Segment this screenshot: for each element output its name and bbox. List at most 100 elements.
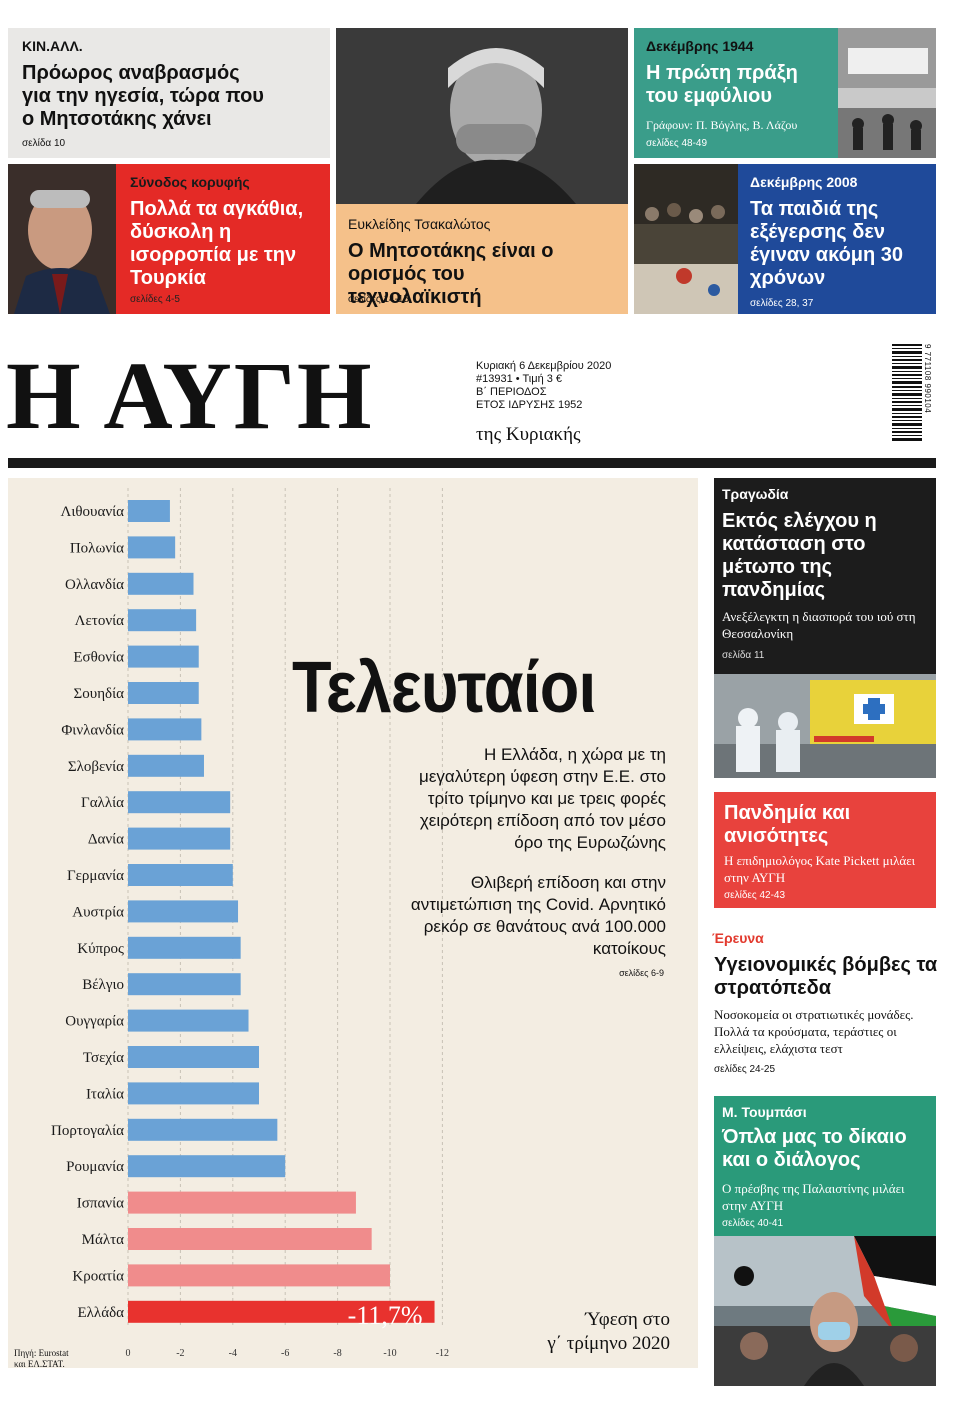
chart-bar <box>128 1300 435 1323</box>
masthead-subtitle: της Κυριακής <box>476 424 581 445</box>
chart-bar <box>128 936 241 959</box>
teaser-kinal[interactable]: ΚΙΝ.ΑΛΛ. Πρόωρος αναβρασμός για την ηγεσ… <box>8 28 330 158</box>
barcode: 9 771108 990104 <box>890 342 936 448</box>
chart-bar <box>128 1046 259 1068</box>
chart-bar <box>128 1082 259 1105</box>
teaser-summit-kicker: Σύνοδος κορυφής <box>130 174 250 190</box>
chart-tick-label: -10 <box>383 1348 396 1359</box>
chart-category-label: Πορτογαλία <box>51 1123 124 1139</box>
teaser-tsakalotos-headline: Ο Μητσοτάκης είναι ο ορισμός του τεχνολα… <box>348 240 554 308</box>
masthead-founded: ΕΤΟΣ ΙΔΡΥΣΗΣ 1952 <box>476 399 583 411</box>
chart-bar <box>128 1118 278 1141</box>
chart-category-label: Ιταλία <box>86 1086 124 1102</box>
lead-deck2: Θλιβερή επίδοση και στην αντιμετώπιση τη… <box>410 873 666 958</box>
teaser-dec2008-kicker: Δεκέμβρης 2008 <box>750 174 858 190</box>
chart-bar <box>128 1264 390 1287</box>
teaser-toumpasi[interactable]: Μ. Τουμπάσι Όπλα μας το δίκαιο και ο διά… <box>714 1096 936 1236</box>
lead-pages: σελίδες 6-9 <box>619 968 664 978</box>
teaser-tragedy[interactable]: Τραγωδία Εκτός ελέγχου η κατάσταση στο μ… <box>714 478 936 674</box>
chart-bar <box>128 791 231 814</box>
chart-bar <box>128 536 176 559</box>
chart-category-label: Μάλτα <box>82 1232 124 1248</box>
chart-bar <box>128 864 233 886</box>
masthead-title: Η ΑΥΓΗ <box>6 342 374 449</box>
chart-bar <box>128 682 199 704</box>
chart-source-line2: και ΕΛ.ΣΤΑΤ. <box>14 1359 65 1369</box>
teaser-tragedy-sub: Ανεξέλεγκτη η διασπορά του ιού στη Θεσσα… <box>722 609 916 641</box>
teaser-tsakalotos-pages: σελίδες 14-15 <box>348 294 410 305</box>
chart-category-label: Γερμανία <box>67 868 124 884</box>
teaser-tsakalotos-kicker: Ευκλείδης Τσακαλώτος <box>348 216 491 232</box>
recession-caption: Ύφεση στο γ΄ τρίμηνο 2020 <box>520 1308 670 1356</box>
chart-bar <box>128 609 197 632</box>
teaser-pandemic[interactable]: Πανδημία και ανισότητες Η επιδημιολόγος … <box>714 792 936 908</box>
teaser-kinal-pages: σελίδα 10 <box>22 138 66 149</box>
chart-bar <box>128 900 239 923</box>
chart-category-label: Αυστρία <box>72 904 124 920</box>
chart-bar <box>128 827 231 850</box>
chart-bar <box>128 718 202 741</box>
lead-panel <box>8 478 698 1368</box>
chart-bar <box>128 1191 356 1214</box>
teaser-dec2008-pages: σελίδες 28, 37 <box>750 298 814 309</box>
teaser-summit-headline: Πολλά τα αγκάθια, δύσκολη η ισορροπία με… <box>130 198 304 289</box>
chart-tick-label: -8 <box>333 1348 341 1359</box>
teaser-pandemic-sub: Η επιδημιολόγος Kate Pickett μιλάει στην… <box>724 853 916 885</box>
teaser-dec2008[interactable]: Δεκέμβρης 2008 Τα παιδιά της εξέγερσης δ… <box>634 164 936 314</box>
teaser-research[interactable]: Έρευνα Υγειονομικές βόμβες τα στρατόπεδα… <box>708 926 940 1082</box>
chart-category-label: Σουηδία <box>74 686 125 702</box>
teaser-kinal-headline: Πρόωρος αναβρασμός για την ηγεσία, τώρα … <box>22 62 264 130</box>
dec2008-photo <box>634 164 738 314</box>
teaser-tsakalotos[interactable]: Ευκλείδης Τσακαλώτος Ο Μητσοτάκης είναι … <box>336 28 628 314</box>
chart-bar <box>128 973 241 996</box>
chart-category-label: Ρουμανία <box>66 1159 124 1175</box>
teaser-tragedy-kicker: Τραγωδία <box>722 486 789 502</box>
chart-category-label: Ελλάδα <box>78 1305 125 1321</box>
teaser-toumpasi-pages: σελίδες 40-41 <box>722 1218 784 1229</box>
chart-category-label: Κροατία <box>72 1268 124 1284</box>
chart-category-label: Λετονία <box>75 613 125 629</box>
chart-category-label: Βέλγιο <box>82 977 124 993</box>
protest-photo <box>714 1236 936 1386</box>
erdogan-photo <box>8 164 116 314</box>
masthead-info: Κυριακή 6 Δεκεμβρίου 2020 #13931 • Τιμή … <box>476 360 611 412</box>
chart-tick-label: -6 <box>281 1348 289 1359</box>
teaser-research-headline: Υγειονομικές βόμβες τα στρατόπεδα <box>714 954 938 999</box>
chart-category-label: Δανία <box>88 832 124 848</box>
teaser-dec1944-pages: σελίδες 48-49 <box>646 138 708 149</box>
chart-source-line1: Πηγή: Eurostat <box>14 1348 69 1358</box>
chart-category-label: Κύπρος <box>77 941 124 957</box>
recession-caption-line2: γ΄ τρίμηνο 2020 <box>547 1333 670 1354</box>
masthead-period: Β΄ ΠΕΡΙΟΔΟΣ <box>476 386 547 398</box>
teaser-research-sub: Νοσοκομεία οι στρατιωτικές μονάδες. Πολλ… <box>714 1007 914 1056</box>
chart-category-label: Πολωνία <box>70 540 124 556</box>
chart-category-label: Τσεχία <box>83 1050 124 1066</box>
chart-tick-label: -4 <box>229 1348 237 1359</box>
chart-bar <box>128 1155 286 1178</box>
recession-caption-line1: Ύφεση στο <box>585 1309 670 1330</box>
chart-bar <box>128 1228 372 1250</box>
chart-bar <box>128 645 199 668</box>
teaser-dec1944[interactable]: Δεκέμβρης 1944 Η πρώτη πράξη του εμφύλιο… <box>634 28 936 158</box>
chart-bar <box>128 1009 249 1032</box>
chart-tick-label: 0 <box>126 1348 131 1359</box>
teaser-toumpasi-headline: Όπλα μας το δίκαιο και ο διάλογος <box>722 1126 907 1171</box>
chart-tick-label: -12 <box>436 1348 449 1359</box>
chart-source: Πηγή: Eurostat και ΕΛ.ΣΤΑΤ. <box>14 1348 69 1370</box>
teaser-dec1944-headline: Η πρώτη πράξη του εμφύλιου <box>646 62 798 107</box>
teaser-summit[interactable]: Σύνοδος κορυφής Πολλά τα αγκάθια, δύσκολ… <box>8 164 330 314</box>
chart-category-label: Σλοβενία <box>68 759 124 775</box>
teaser-pandemic-pages: σελίδες 42-43 <box>724 890 786 901</box>
chart-data-label: -11,7% <box>348 1301 423 1330</box>
teaser-toumpasi-kicker: Μ. Τουμπάσι <box>722 1104 807 1120</box>
chart-category-label: Λιθουανία <box>60 504 124 520</box>
chart-bar <box>128 572 194 595</box>
teaser-research-pages: σελίδες 24-25 <box>714 1064 776 1075</box>
teaser-toumpasi-sub: Ο πρέσβης της Παλαιστίνης μιλάει στην ΑΥ… <box>722 1181 905 1213</box>
tsakalotos-photo <box>336 28 628 204</box>
teaser-dec1944-kicker: Δεκέμβρης 1944 <box>646 38 754 54</box>
teaser-kinal-kicker: ΚΙΝ.ΑΛΛ. <box>22 38 83 54</box>
chart-bar <box>128 754 204 777</box>
chart-category-label: Γαλλία <box>81 795 124 811</box>
chart-tick-label: -2 <box>176 1348 184 1359</box>
